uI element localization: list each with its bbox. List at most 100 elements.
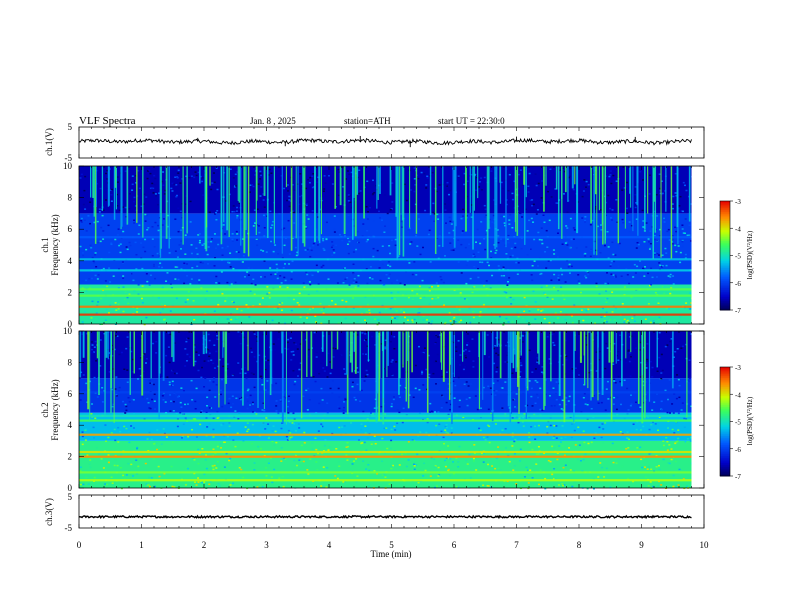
spectrogram-sferic [318, 166, 321, 244]
spectrogram-speckle [466, 195, 469, 198]
spectrogram-speckle [337, 322, 340, 324]
spectrogram-speckle [167, 347, 170, 350]
spectrogram-speckle [639, 429, 642, 431]
spectrogram-speckle [266, 286, 269, 288]
spectrogram-speckle [312, 242, 315, 245]
spectrogram-speckle [112, 275, 115, 277]
spectrogram-speckle [633, 320, 636, 323]
colorbar-step [720, 255, 730, 258]
spectrogram-speckle [124, 291, 127, 294]
spectrogram-speckle [352, 251, 355, 253]
spectrogram-sferic [378, 331, 381, 421]
spectrogram-speckle [531, 279, 534, 282]
spectrogram-speckle [175, 297, 178, 300]
spectrogram-speckle [676, 440, 679, 442]
spectrogram-speckle [218, 358, 221, 361]
spectrogram-speckle [79, 376, 82, 379]
spectrogram-sferic [517, 331, 519, 387]
spectrogram-speckle [107, 436, 110, 439]
spectrogram-speckle [215, 211, 218, 214]
spectrogram-speckle [398, 411, 401, 414]
spectrogram-speckle [287, 338, 290, 341]
spectrogram-speckle [553, 424, 556, 427]
ch1-spectrogram-ylabel: Frequency (kHz) [50, 214, 60, 275]
spectrogram-speckle [177, 230, 180, 233]
spectrogram-speckle [479, 310, 482, 313]
spectrogram-speckle [104, 280, 107, 282]
spectrogram-speckle [519, 350, 522, 353]
colorbar-step [720, 468, 730, 472]
spectrogram-speckle [333, 231, 336, 233]
spectrogram-speckle [541, 180, 544, 182]
spectrogram-speckle [152, 187, 155, 190]
spectrogram-sferic [331, 331, 333, 369]
spectrogram-speckle [437, 411, 440, 414]
spectrogram-speckle [214, 247, 217, 249]
spectrogram-speckle [333, 252, 336, 254]
spectrogram-sferic [512, 331, 515, 369]
spectrogram-speckle [684, 257, 687, 259]
spectrogram-speckle [587, 400, 590, 402]
spectrogram-speckle [248, 191, 251, 193]
spectrogram-speckle [679, 251, 682, 254]
spectrogram-speckle [658, 173, 661, 175]
spectrogram-speckle [512, 298, 515, 301]
spectrogram-sferic [509, 331, 512, 423]
spectrogram-speckle [338, 396, 341, 398]
spectrogram-speckle [500, 215, 503, 218]
spectrogram-speckle [303, 442, 306, 444]
spectrogram-sferic [496, 331, 499, 347]
ch1-waveform-ytick-neg5: -5 [65, 153, 73, 163]
spectrogram-speckle [494, 252, 497, 254]
spectrogram-speckle [444, 465, 447, 468]
spectrogram-speckle [263, 276, 266, 278]
spectrogram-speckle [152, 383, 155, 386]
spectrogram-speckle [495, 352, 498, 355]
time-tick-label: 0 [77, 540, 82, 550]
spectrogram-speckle [658, 262, 661, 264]
spectrogram-speckle [574, 444, 577, 446]
spectrogram-speckle [177, 207, 180, 210]
spectrogram-speckle [176, 266, 179, 268]
spectrogram-speckle [247, 388, 250, 391]
spectrogram-speckle [361, 332, 364, 334]
spectrogram-speckle [626, 387, 629, 390]
spectrogram-speckle [195, 436, 198, 438]
spectrogram-speckle [413, 464, 416, 467]
spectrogram-speckle [235, 210, 238, 212]
spectrogram-speckle [216, 410, 219, 413]
spectrogram-speckle [285, 435, 288, 438]
spectrogram-speckle [186, 298, 189, 301]
colorbar-tick-label: -4 [735, 225, 741, 233]
spectrogram-speckle [197, 462, 200, 465]
spectrogram-speckle [332, 356, 335, 358]
spectrogram-speckle [486, 436, 489, 438]
spectrogram-speckle [418, 412, 421, 414]
spectrogram-sferic [96, 331, 99, 359]
spectrogram-speckle [666, 398, 669, 401]
spectrogram-speckle [422, 246, 425, 249]
spectrogram-speckle [289, 432, 292, 434]
spectrogram-speckle [208, 339, 211, 342]
spectrogram-speckle [123, 343, 126, 346]
spectrogram-sferic [359, 331, 361, 391]
spectrogram-speckle [145, 284, 148, 287]
spectrogram-speckle [344, 398, 347, 401]
colorbar-step [720, 220, 730, 224]
spectrogram-speckle [558, 445, 561, 447]
spectrogram-speckle [590, 441, 593, 444]
spectrogram-speckle [137, 315, 140, 318]
spectrogram-speckle [665, 264, 668, 267]
spectrogram-speckle [198, 279, 201, 281]
spectrogram-speckle [527, 323, 530, 326]
spectrogram-speckle [521, 309, 524, 311]
spectrogram-speckle [632, 276, 635, 278]
time-axis-tick-labels: 0 1 2 3 4 5 6 7 8 9 10 [77, 540, 709, 550]
spectrogram-speckle [531, 264, 534, 267]
spectrogram-speckle [501, 387, 504, 389]
spectrogram-speckle [200, 376, 203, 379]
spectrogram-speckle [627, 447, 630, 449]
spectrogram-speckle [96, 278, 99, 280]
colorbar-step [720, 388, 730, 392]
spectrogram-speckle [636, 447, 639, 449]
